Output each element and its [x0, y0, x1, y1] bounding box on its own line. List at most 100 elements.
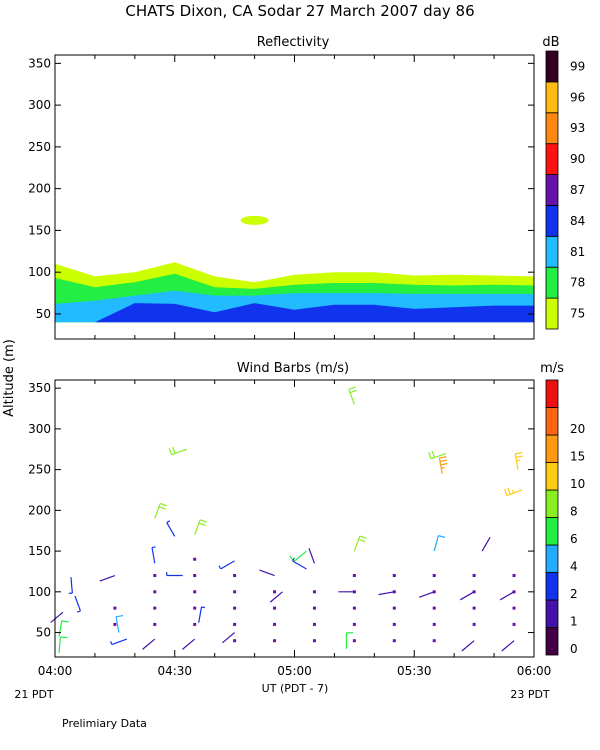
missing-wind-point [512, 606, 516, 610]
colorbar-swatch [545, 544, 559, 573]
wind-barb [428, 450, 447, 460]
colorbar-label: 87 [570, 183, 585, 197]
missing-wind-point [273, 639, 277, 643]
colorbar-label: 6 [570, 532, 578, 546]
missing-wind-point [392, 639, 396, 643]
wind-barb [461, 640, 475, 652]
colorbar-label: 0 [570, 642, 578, 656]
colorbar-label: 20 [570, 422, 585, 436]
reflectivity-y-axis: 50 100 150 200 250 300 350 [28, 56, 534, 321]
missing-wind-point [432, 622, 436, 626]
missing-wind-point [233, 606, 237, 610]
reflectivity-title: Reflectivity [257, 35, 330, 50]
wind-barb [221, 632, 236, 644]
colorbar-label: 99 [570, 59, 585, 73]
wind-barb [438, 456, 448, 474]
wind-barbs-x-axis: 04:00 04:30 05:00 05:30 06:00 [38, 380, 551, 678]
reflectivity-contours [55, 215, 534, 323]
missing-wind-point [432, 639, 436, 643]
colorbar-swatch [545, 462, 559, 491]
wind-barb [74, 595, 81, 613]
colorbar-swatch [545, 517, 559, 546]
colorbar-label: 84 [570, 214, 585, 228]
colorbar-swatch [545, 235, 559, 268]
missing-wind-point [432, 574, 436, 578]
y-tick-label: 100 [28, 585, 51, 599]
wind-barb [50, 611, 64, 623]
colorbar-swatch [545, 407, 559, 436]
wind-barb [182, 638, 196, 650]
missing-wind-point [352, 574, 356, 578]
y-tick-label: 300 [28, 98, 51, 112]
figure-title: CHATS Dixon, CA Sodar 27 March 2007 day … [125, 2, 474, 20]
wind-barb [194, 519, 207, 535]
missing-wind-point [193, 622, 197, 626]
y-tick-label: 100 [28, 265, 51, 279]
wind-barb [68, 577, 73, 595]
missing-wind-point [392, 606, 396, 610]
missing-wind-point [312, 590, 316, 594]
missing-wind-point [312, 622, 316, 626]
y-tick-label: 150 [28, 544, 51, 558]
colorbar-label: 1 [570, 615, 578, 629]
y-tick-label: 200 [28, 503, 51, 517]
x-tick-label: 04:00 [38, 664, 73, 678]
wind-barb [154, 502, 168, 519]
wind-barb [459, 591, 475, 601]
missing-wind-point [153, 606, 157, 610]
colorbar-swatch [545, 572, 559, 601]
y-tick-label: 300 [28, 422, 51, 436]
missing-wind-point [392, 574, 396, 578]
x-tick-label: 05:00 [277, 664, 312, 678]
wind-barb [166, 520, 176, 537]
colorbar-label: 8 [570, 505, 578, 519]
missing-wind-point [193, 590, 197, 594]
colorbar-label: 96 [570, 90, 585, 104]
colorbar-swatch [545, 81, 559, 114]
wind-barb [58, 620, 69, 637]
missing-wind-point [352, 622, 356, 626]
missing-wind-point [113, 622, 117, 626]
colorbar-label: 90 [570, 152, 585, 166]
missing-wind-point [233, 639, 237, 643]
wind-barbs-title: Wind Barbs (m/s) [237, 361, 349, 376]
reflectivity-blob [240, 215, 269, 225]
missing-wind-point [432, 606, 436, 610]
preliminary-data-note: Prelimiary Data [62, 717, 147, 730]
missing-wind-point [273, 622, 277, 626]
missing-wind-point [193, 557, 197, 561]
colorbar-label: 15 [570, 450, 585, 464]
missing-wind-point [193, 574, 197, 578]
left-date-label: 21 PDT [14, 688, 54, 701]
missing-wind-point [312, 606, 316, 610]
colorbar-label: 81 [570, 245, 585, 259]
reflectivity-colorbar-unit: dB [542, 35, 559, 50]
missing-wind-point [233, 590, 237, 594]
reflectivity-area-84db [55, 303, 534, 323]
y-tick-label: 350 [28, 56, 51, 70]
missing-wind-point [113, 606, 117, 610]
x-axis-label: UT (PDT - 7) [262, 682, 329, 695]
colorbar-label: 4 [570, 560, 578, 574]
missing-wind-point [153, 590, 157, 594]
wind-barb [142, 638, 156, 650]
colorbar-label: 75 [570, 307, 585, 321]
missing-wind-point [352, 606, 356, 610]
missing-wind-point [273, 606, 277, 610]
missing-wind-point [312, 639, 316, 643]
wind-barb [481, 536, 491, 552]
right-date-label: 23 PDT [510, 688, 550, 701]
y-tick-label: 350 [28, 381, 51, 395]
colorbar-label: 2 [570, 587, 578, 601]
colorbar-label: 78 [570, 276, 585, 290]
missing-wind-point [273, 590, 277, 594]
y-axis-label: Altitude (m) [2, 339, 17, 417]
reflectivity-x-ticks [54, 55, 535, 339]
colorbar-swatch [545, 143, 559, 175]
wind-barb [514, 452, 523, 470]
wind-barb [499, 591, 515, 601]
missing-wind-point [153, 622, 157, 626]
